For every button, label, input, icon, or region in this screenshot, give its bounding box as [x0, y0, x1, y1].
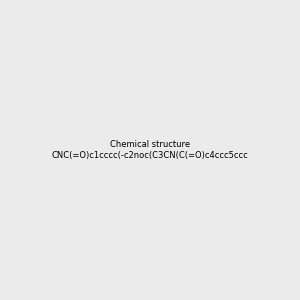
Text: Chemical structure
CNC(=O)c1cccc(-c2noc(C3CN(C(=O)c4ccc5ccc: Chemical structure CNC(=O)c1cccc(-c2noc(…: [52, 140, 248, 160]
